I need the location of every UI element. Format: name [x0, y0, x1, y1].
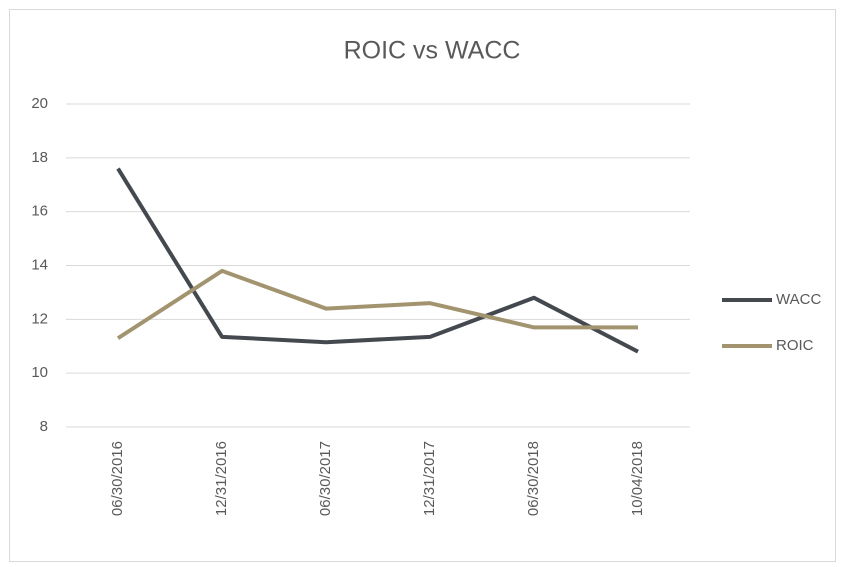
series-line — [116, 268, 638, 340]
y-tick-label: 8 — [40, 418, 48, 435]
legend-label: ROIC — [776, 337, 814, 354]
y-tick-label: 10 — [31, 364, 48, 381]
y-tick-label: 16 — [31, 203, 48, 220]
y-tick-label: 18 — [31, 149, 48, 166]
x-tick-label: 06/30/2018 — [525, 441, 542, 516]
x-tick-label: 12/31/2017 — [421, 441, 438, 516]
y-tick-label: 12 — [31, 310, 48, 327]
x-tick-label: 10/04/2018 — [629, 441, 646, 516]
x-tick-label: 06/30/2017 — [317, 441, 334, 516]
y-tick-label: 20 — [31, 95, 48, 112]
chart-title: ROIC vs WACC — [344, 37, 521, 65]
chart-frame — [9, 9, 836, 562]
series-line — [116, 167, 639, 354]
y-tick-label: 14 — [31, 256, 48, 273]
x-tick-label: 12/31/2016 — [213, 441, 230, 516]
legend-label: WACC — [776, 291, 821, 308]
x-tick-label: 06/30/2016 — [109, 441, 126, 516]
